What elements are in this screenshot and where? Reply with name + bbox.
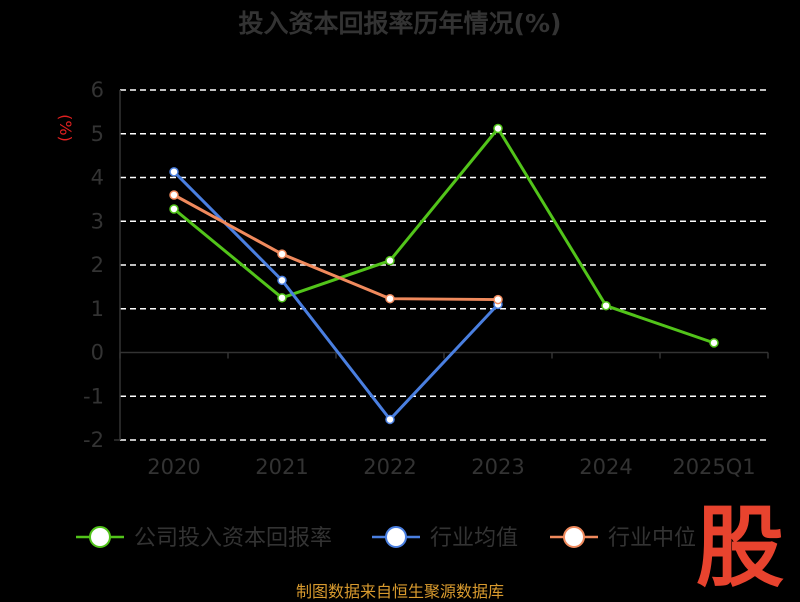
x-tick-label: 2025Q1 xyxy=(672,455,755,479)
data-point[interactable] xyxy=(277,249,287,259)
y-tick-label: 3 xyxy=(91,209,104,233)
x-tick-label: 2020 xyxy=(147,455,200,479)
data-point[interactable] xyxy=(169,167,179,177)
data-point[interactable] xyxy=(709,338,719,348)
chart-title: 投入资本回报率历年情况(%) xyxy=(239,9,562,38)
y-tick-label: -1 xyxy=(83,384,104,408)
legend-item[interactable]: 行业中位 xyxy=(550,526,696,551)
y-tick-label: 6 xyxy=(91,78,104,102)
data-point[interactable] xyxy=(169,190,179,200)
series-line-0 xyxy=(173,127,715,345)
data-point[interactable] xyxy=(493,123,503,134)
y-tick-label: 0 xyxy=(91,341,104,365)
y-tick-label: 2 xyxy=(91,253,104,277)
data-point[interactable] xyxy=(277,293,287,303)
x-tick-label: 2021 xyxy=(255,455,308,479)
legend-swatch-marker xyxy=(89,526,111,548)
y-tick-label: -2 xyxy=(83,428,104,452)
data-point[interactable] xyxy=(385,255,395,266)
legend-item[interactable]: 公司投入资本回报率 xyxy=(76,526,332,551)
data-point[interactable] xyxy=(493,294,503,305)
footer-source: 制图数据来自恒生聚源数据库 xyxy=(295,582,504,601)
x-tick-label: 2023 xyxy=(471,455,524,479)
y-axis-unit-label: (%) xyxy=(56,114,75,142)
x-tick-label: 2024 xyxy=(579,455,632,479)
y-tick-label: 5 xyxy=(91,122,104,146)
legend-label: 行业均值 xyxy=(430,526,518,551)
y-tick-label: 1 xyxy=(91,297,104,321)
data-point[interactable] xyxy=(601,300,611,311)
watermark-stamp: 股 xyxy=(690,496,790,599)
y-tick-label: 4 xyxy=(91,166,104,190)
series-line-1 xyxy=(172,170,500,421)
legend-swatch-marker xyxy=(563,526,585,548)
x-tick-label: 2022 xyxy=(363,455,416,479)
data-point[interactable] xyxy=(385,293,395,304)
data-point[interactable] xyxy=(169,204,179,214)
legend-swatch-marker xyxy=(385,526,407,548)
series-line-2 xyxy=(173,193,499,302)
watermark-glyph: 股 xyxy=(696,496,784,596)
legend-item[interactable]: 行业均值 xyxy=(372,526,518,551)
legend-label: 行业中位 xyxy=(608,526,696,551)
data-point[interactable] xyxy=(385,414,395,425)
legend-label: 公司投入资本回报率 xyxy=(134,526,332,551)
data-point[interactable] xyxy=(277,275,287,286)
